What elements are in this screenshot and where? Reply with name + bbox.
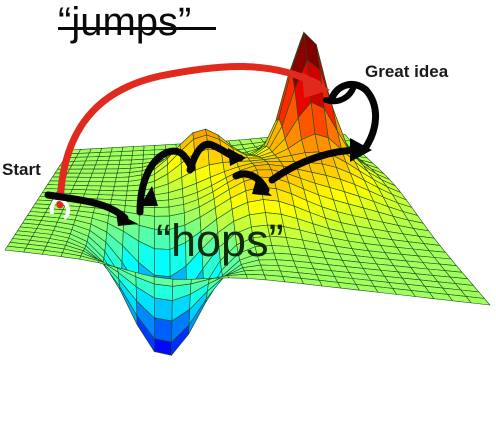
surface-cell <box>104 168 119 174</box>
surface-cell <box>132 145 145 152</box>
surface-cell <box>112 190 128 196</box>
search-path-arrows <box>44 62 380 226</box>
surface-cell <box>77 172 93 178</box>
surface-cell <box>90 172 106 178</box>
surface-cell <box>75 176 92 182</box>
hop-arrowhead-3 <box>228 148 246 166</box>
surface-cell <box>117 163 132 170</box>
surface-cell <box>106 159 121 166</box>
surface-cell <box>118 159 132 165</box>
hop-arrow-7 <box>323 83 357 105</box>
surface-cell <box>99 185 115 192</box>
jump-arrow <box>56 62 322 209</box>
surface-cell <box>113 185 129 192</box>
surface-cell <box>91 168 107 174</box>
jump-arrowhead <box>302 72 330 98</box>
surface-cell <box>154 297 173 322</box>
surface-cell <box>105 164 120 170</box>
surface-cell <box>245 273 267 281</box>
surface-cell <box>153 283 173 301</box>
hop-arrow-4 <box>232 170 270 194</box>
surface-cell <box>79 168 95 174</box>
great-idea-label: Great idea <box>365 62 449 81</box>
surface-cell <box>100 181 116 187</box>
surface-cell <box>119 155 133 161</box>
surface-cell <box>95 160 109 166</box>
surface-cell <box>87 181 103 187</box>
surface-cell <box>465 296 491 306</box>
surface-cell <box>103 172 118 178</box>
surface-cell <box>96 155 111 162</box>
jumps-strikethrough <box>58 27 216 30</box>
jumps-label: “jumps” <box>58 0 192 44</box>
surface-cell <box>99 147 113 153</box>
surface-cell <box>81 164 96 170</box>
surface-cell <box>88 177 104 183</box>
hop-arrowhead-1 <box>116 212 138 226</box>
surface-cell <box>73 180 90 187</box>
surface-cell <box>71 184 89 191</box>
start-label: Start <box>2 160 41 179</box>
surface-cell <box>64 172 81 178</box>
surface-cell <box>114 181 129 187</box>
surface-cell <box>114 176 130 183</box>
hop-arrow-6 <box>328 80 380 154</box>
surface-cell <box>254 164 272 171</box>
surface-cell <box>98 151 112 157</box>
surface-cell <box>109 151 123 157</box>
hop-arrow-2 <box>136 147 196 216</box>
surface-cell <box>101 177 117 183</box>
surface-cell <box>154 317 173 343</box>
surface-cell <box>93 164 108 170</box>
hops-label: “hops” <box>156 215 284 266</box>
surface-cell <box>143 145 155 151</box>
hop-arrow-1 <box>44 191 129 222</box>
hop-arrowhead-4 <box>252 180 272 196</box>
surface-cell <box>247 199 266 216</box>
hop-arrowhead-2 <box>140 186 158 206</box>
surface-cell <box>120 150 134 157</box>
start-marker <box>49 197 71 220</box>
surface-cell <box>131 150 145 156</box>
surface-cell <box>262 199 282 215</box>
surface-cell <box>108 155 122 161</box>
